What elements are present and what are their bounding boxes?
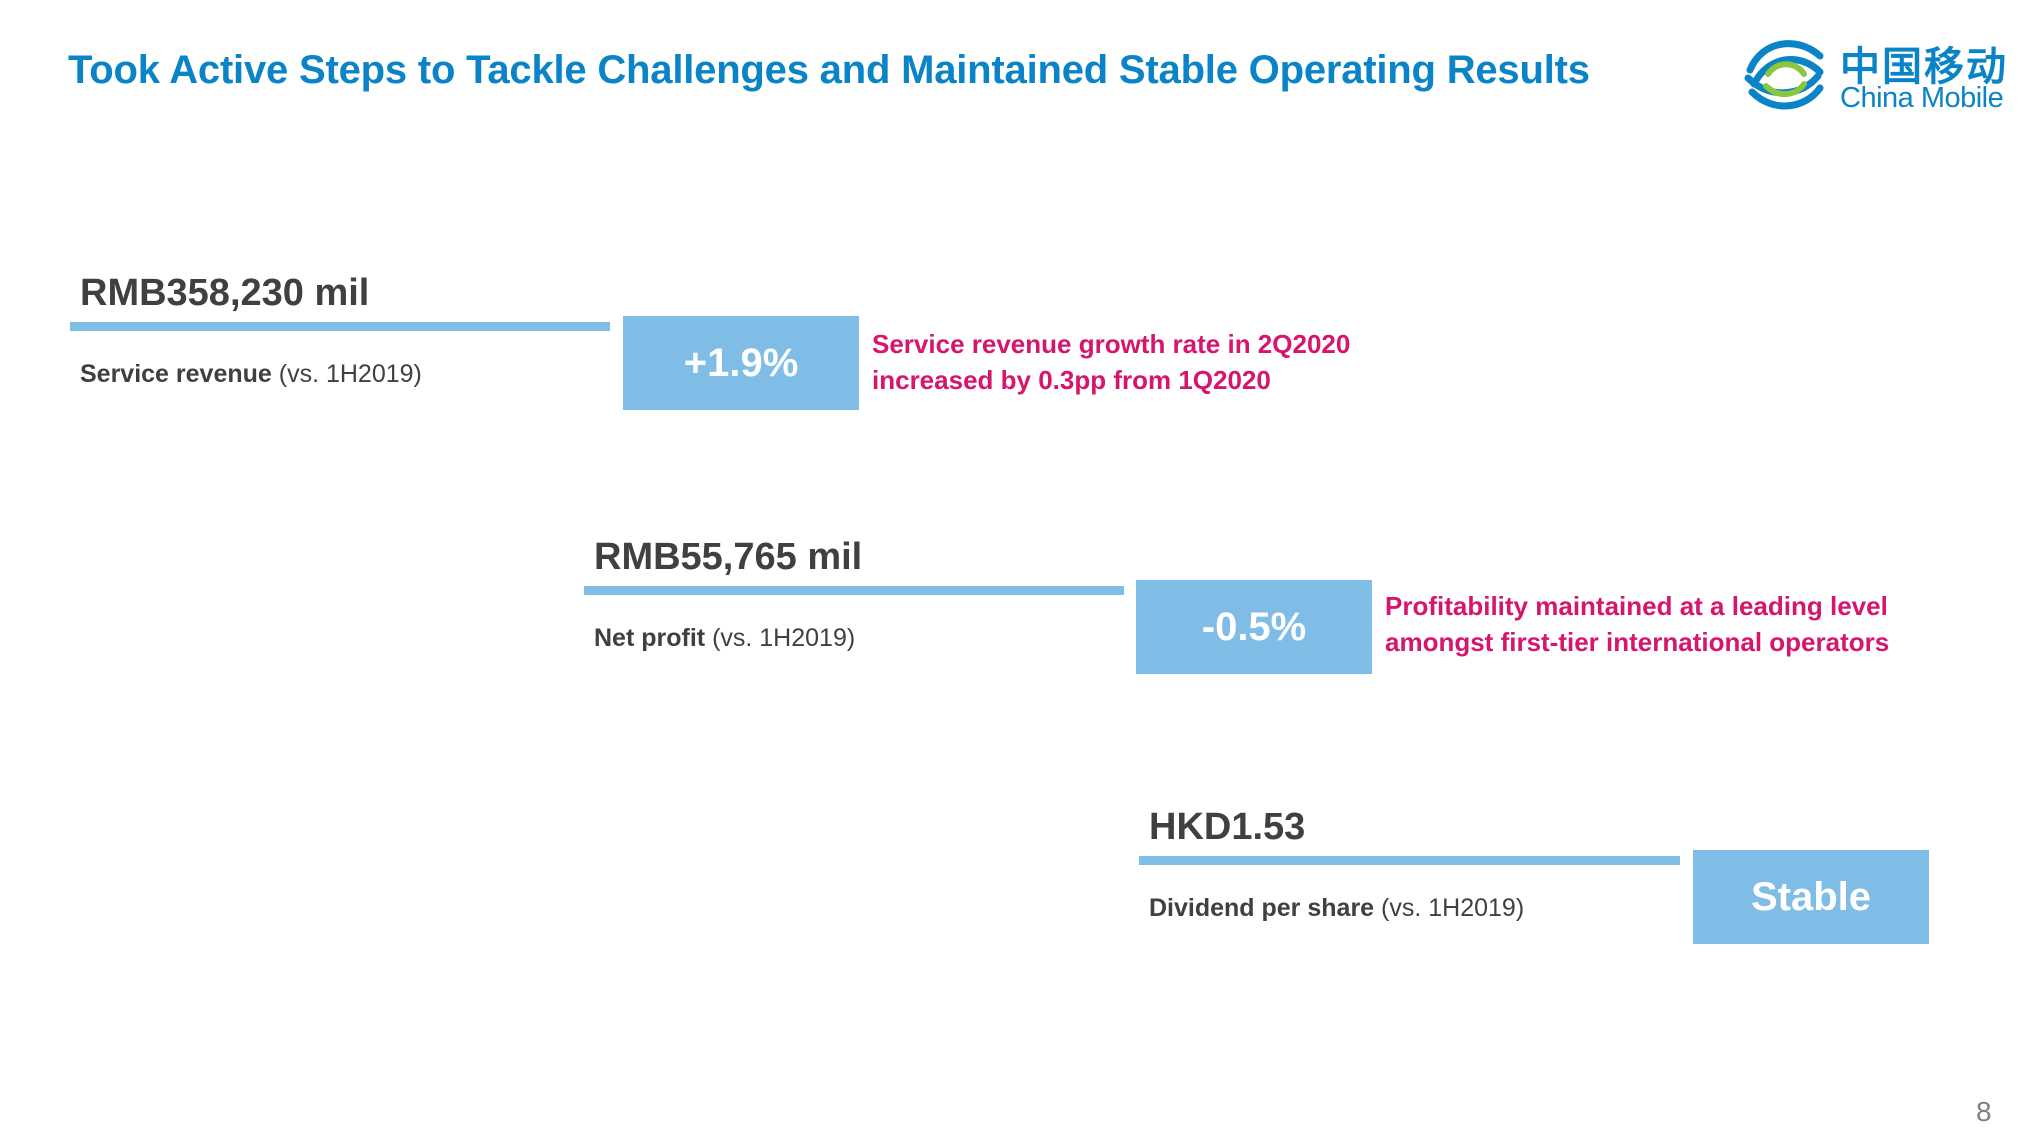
metric-label: Service revenue xyxy=(80,360,272,388)
slide-title: Took Active Steps to Tackle Challenges a… xyxy=(68,48,1590,92)
metric-label: Net profit xyxy=(594,624,706,652)
metric-label: Dividend per share xyxy=(1149,894,1375,922)
metric-description: Net profit (vs. 1H2019) xyxy=(594,624,855,653)
metric-underline-bar xyxy=(1139,856,1680,865)
metric-description: Service revenue (vs. 1H2019) xyxy=(80,360,422,389)
metric-note-line: Profitability maintained at a leading le… xyxy=(1385,591,1888,621)
china-mobile-logo: 中国移动 China Mobile xyxy=(1740,30,2020,120)
metric-underline-bar xyxy=(584,586,1124,595)
metric-comparison: (vs. 1H2019) xyxy=(712,624,856,652)
metric-value: RMB358,230 mil xyxy=(80,272,370,314)
metric-change-box: Stable xyxy=(1693,850,1929,944)
metric-service-revenue: RMB358,230 mil Service revenue (vs. 1H20… xyxy=(70,272,1370,422)
metric-note-line: Service revenue growth rate in 2Q2020 xyxy=(872,329,1351,359)
metric-dividend-per-share: HKD1.53 Dividend per share (vs. 1H2019) … xyxy=(1139,806,1939,956)
metric-comparison: (vs. 1H2019) xyxy=(278,360,422,388)
metric-net-profit: RMB55,765 mil Net profit (vs. 1H2019) -0… xyxy=(584,536,1984,686)
metric-value: RMB55,765 mil xyxy=(594,536,863,578)
metric-change-box: +1.9% xyxy=(623,316,859,410)
logo-english-text: China Mobile xyxy=(1840,82,2004,114)
metric-underline-bar xyxy=(70,322,610,331)
logo-chinese-text: 中国移动 xyxy=(1840,44,2008,90)
metric-note: Profitability maintained at a leading le… xyxy=(1385,588,1889,660)
metric-value: HKD1.53 xyxy=(1149,806,1306,848)
metric-description: Dividend per share (vs. 1H2019) xyxy=(1149,894,1524,923)
china-mobile-emblem-icon xyxy=(1744,40,1824,110)
metric-note-line: amongst first-tier international operato… xyxy=(1385,627,1890,657)
metric-comparison: (vs. 1H2019) xyxy=(1381,894,1525,922)
metric-change-box: -0.5% xyxy=(1136,580,1372,674)
metric-note-line: increased by 0.3pp from 1Q2020 xyxy=(872,365,1271,395)
page-number: 8 xyxy=(1976,1096,1992,1127)
metric-note: Service revenue growth rate in 2Q2020 in… xyxy=(872,326,1350,398)
